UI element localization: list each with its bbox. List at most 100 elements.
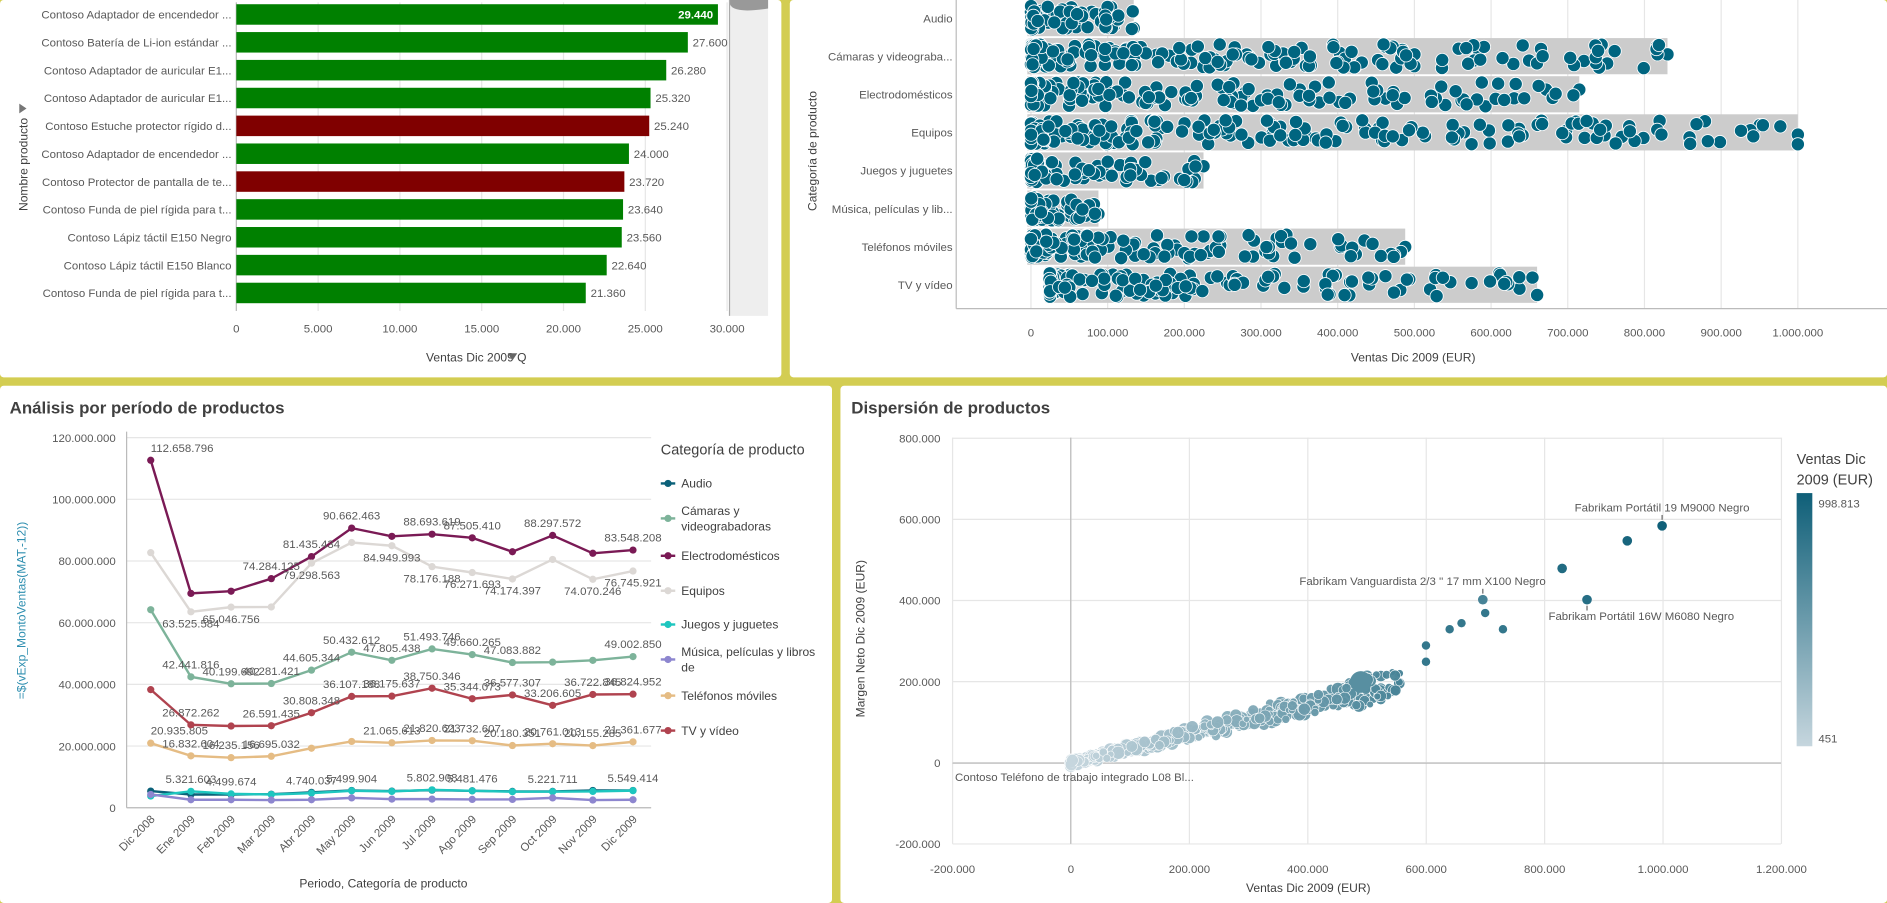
data-point[interactable]: [1302, 49, 1317, 64]
data-point[interactable]: [267, 796, 275, 804]
data-point[interactable]: [1755, 118, 1770, 133]
data-point[interactable]: [1102, 87, 1117, 102]
data-point[interactable]: [1421, 641, 1431, 650]
data-point[interactable]: [1366, 84, 1381, 99]
category-label[interactable]: Teléfonos móviles: [862, 242, 953, 254]
data-point[interactable]: [1124, 57, 1139, 73]
data-point[interactable]: [1386, 285, 1402, 300]
data-point[interactable]: [1164, 84, 1179, 100]
data-point[interactable]: [1375, 57, 1390, 72]
data-point[interactable]: [1654, 127, 1669, 142]
data-point[interactable]: [468, 695, 476, 703]
legend-item[interactable]: Teléfonos móviles: [681, 689, 777, 703]
data-point[interactable]: [549, 740, 557, 748]
annotated-point[interactable]: [1066, 758, 1076, 768]
data-point[interactable]: [1099, 12, 1114, 27]
data-point[interactable]: [1033, 205, 1049, 220]
data-point[interactable]: [1043, 91, 1058, 106]
legend-item[interactable]: Cámaras y: [681, 504, 739, 518]
data-point[interactable]: [1712, 135, 1728, 150]
data-point[interactable]: [1172, 40, 1187, 56]
data-point[interactable]: [1261, 269, 1276, 284]
data-point[interactable]: [1241, 82, 1256, 97]
data-point[interactable]: [1683, 136, 1698, 151]
data-point[interactable]: [388, 542, 396, 550]
data-point[interactable]: [1389, 684, 1402, 697]
data-point[interactable]: [1104, 119, 1119, 134]
data-point[interactable]: [1190, 39, 1205, 54]
data-point[interactable]: [1591, 43, 1606, 58]
data-point[interactable]: [1495, 51, 1510, 66]
data-point[interactable]: [1211, 244, 1226, 259]
data-point[interactable]: [508, 691, 517, 699]
data-point[interactable]: [147, 606, 155, 614]
data-point[interactable]: [1320, 287, 1335, 302]
data-point[interactable]: [348, 538, 356, 547]
data-point[interactable]: [468, 650, 476, 659]
data-point[interactable]: [1435, 52, 1450, 68]
data-point[interactable]: [1331, 693, 1343, 706]
data-point[interactable]: [1531, 78, 1546, 93]
data-point[interactable]: [1651, 37, 1667, 53]
data-point[interactable]: [1350, 671, 1372, 693]
data-point[interactable]: [1261, 39, 1276, 55]
data-point[interactable]: [1157, 249, 1172, 264]
data-point[interactable]: [1351, 700, 1362, 711]
data-point[interactable]: [187, 721, 195, 729]
data-point[interactable]: [1296, 274, 1311, 289]
data-point[interactable]: [629, 567, 637, 575]
data-point[interactable]: [1116, 46, 1131, 61]
data-point[interactable]: [1225, 47, 1240, 62]
data-point[interactable]: [1128, 42, 1143, 58]
data-point[interactable]: [468, 795, 476, 804]
data-point[interactable]: [1593, 122, 1608, 137]
data-point[interactable]: [267, 603, 275, 611]
bar[interactable]: [236, 59, 667, 81]
data-point[interactable]: [1321, 75, 1336, 90]
data-point[interactable]: [1074, 93, 1090, 108]
data-point[interactable]: [1195, 284, 1210, 299]
data-point[interactable]: [1607, 44, 1622, 59]
data-point[interactable]: [1474, 75, 1489, 90]
data-point[interactable]: [1116, 233, 1131, 248]
data-point[interactable]: [1282, 77, 1297, 92]
data-point[interactable]: [1206, 122, 1221, 137]
product-label[interactable]: Contoso Protector de pantalla de te...: [42, 177, 232, 189]
data-point[interactable]: [1092, 751, 1101, 760]
data-point[interactable]: [187, 608, 195, 616]
data-point[interactable]: [1457, 618, 1466, 628]
data-point[interactable]: [1125, 4, 1140, 19]
data-point[interactable]: [1066, 75, 1081, 90]
data-point[interactable]: [468, 568, 476, 577]
data-point[interactable]: [1185, 720, 1199, 734]
bar[interactable]: [236, 143, 629, 164]
data-point[interactable]: [1401, 123, 1417, 138]
data-point[interactable]: [1026, 41, 1041, 57]
data-point[interactable]: [1227, 277, 1242, 292]
data-point[interactable]: [267, 679, 275, 688]
data-point[interactable]: [1746, 129, 1761, 144]
data-point[interactable]: [1473, 52, 1488, 67]
data-point[interactable]: [1058, 124, 1073, 139]
data-point[interactable]: [1444, 130, 1459, 145]
data-point[interactable]: [1060, 52, 1075, 67]
data-point[interactable]: [1335, 118, 1350, 133]
data-point[interactable]: [549, 658, 557, 666]
data-point[interactable]: [1191, 119, 1206, 134]
data-point[interactable]: [1081, 163, 1096, 178]
data-point[interactable]: [468, 787, 476, 795]
data-point[interactable]: [1218, 113, 1233, 128]
bar[interactable]: [236, 227, 622, 248]
data-point[interactable]: [147, 686, 155, 694]
data-point[interactable]: [1497, 92, 1512, 108]
data-point[interactable]: [1040, 0, 1055, 14]
data-point[interactable]: [1313, 689, 1324, 700]
data-point[interactable]: [1283, 236, 1299, 251]
data-point[interactable]: [1515, 38, 1530, 53]
data-point[interactable]: [1041, 119, 1056, 134]
data-point[interactable]: [1464, 276, 1479, 291]
y-axis-title[interactable]: Nombre producto: [17, 118, 31, 211]
data-point[interactable]: [1366, 700, 1374, 709]
data-point[interactable]: [1435, 270, 1450, 285]
annotated-point[interactable]: [1657, 520, 1667, 531]
